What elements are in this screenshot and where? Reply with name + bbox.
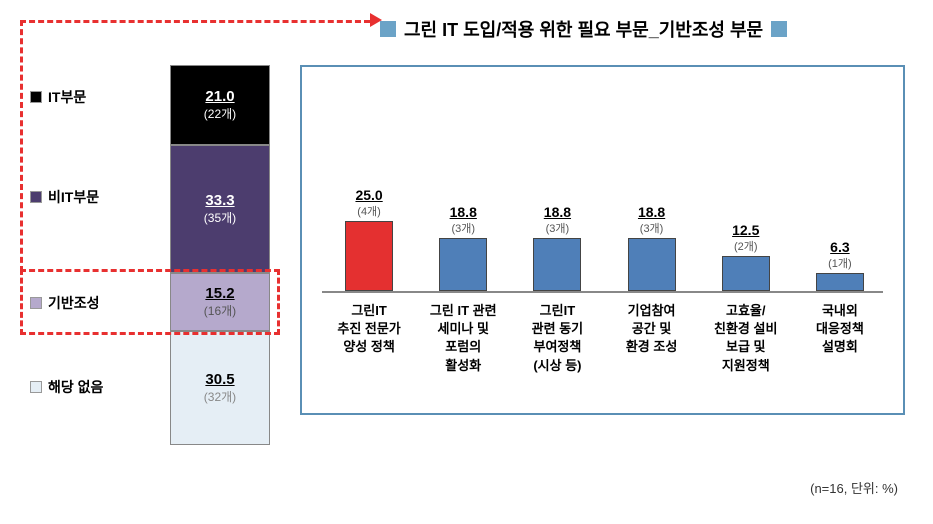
bar-count: (2개) (699, 238, 793, 254)
chart-title-row: 그린 IT 도입/적용 위한 필요 부문_기반조성 부문 (380, 16, 787, 42)
bar-category-label: 국내외대응정책설명회 (793, 302, 887, 357)
bar-category-label: 그린IT관련 동기부여정책(시상 등) (510, 302, 604, 375)
bar-count: (3개) (510, 220, 604, 236)
callout-line-horizontal (20, 20, 370, 23)
bar-value-label: 12.5(2개) (699, 222, 793, 254)
title-square-left (380, 21, 396, 37)
bar-rect (439, 238, 487, 291)
bar-value: 18.8 (605, 204, 699, 220)
bar-value: 6.3 (793, 239, 887, 255)
bar-count: (3개) (416, 220, 510, 236)
bar-value-label: 18.8(3개) (416, 204, 510, 236)
callout-line-vertical (20, 20, 23, 272)
segment-value: 30.5 (205, 371, 234, 388)
bar-count: (3개) (605, 220, 699, 236)
bar-value: 18.8 (416, 204, 510, 220)
bar-group: 25.0(4개) 그린IT추진 전문가양성 정책 (322, 87, 416, 393)
bar-group: 12.5(2개) 고효율/친환경 설비보급 및지원정책 (699, 87, 793, 393)
bar-value-label: 18.8(3개) (605, 204, 699, 236)
segment-count: (35개) (204, 209, 236, 226)
stacked-segment: 21.0(22개) (170, 65, 270, 145)
stacked-segment: 30.5(32개) (170, 331, 270, 445)
bar-rect (628, 238, 676, 291)
stacked-segment: 33.3(35개) (170, 145, 270, 273)
bar-chart-panel: 25.0(4개)그린IT추진 전문가양성 정책18.8(3개)그린 IT 관련세… (300, 65, 905, 415)
segment-value: 21.0 (205, 88, 234, 105)
bar-value-label: 18.8(3개) (510, 204, 604, 236)
legend-item: IT부문 (30, 87, 86, 107)
legend-label: 비IT부문 (48, 187, 99, 207)
bar-category-label: 그린IT추진 전문가양성 정책 (322, 302, 416, 357)
bar-group: 18.8(3개) 기업참여공간 및환경 조성 (605, 87, 699, 393)
bar-group: 18.8(3개) 그린 IT 관련세미나 및포럼의활성화 (416, 87, 510, 393)
bar-count: (4개) (322, 203, 416, 219)
highlight-dashed-rect (20, 269, 280, 335)
bar-value: 25.0 (322, 187, 416, 203)
legend-swatch (30, 381, 42, 393)
legend-label: IT부문 (48, 87, 86, 107)
chart-title: 그린 IT 도입/적용 위한 필요 부문_기반조성 부문 (404, 16, 763, 42)
legend-item: 해당 없음 (30, 377, 103, 397)
bar-value: 12.5 (699, 222, 793, 238)
legend-label: 해당 없음 (48, 377, 103, 397)
bar-value-label: 6.3(1개) (793, 239, 887, 271)
stacked-bar-area: IT부문비IT부문기반조성해당 없음 21.0(22개)33.3(35개)15.… (30, 65, 285, 445)
bar-rect (722, 256, 770, 291)
title-square-right (771, 21, 787, 37)
segment-value: 33.3 (205, 192, 234, 209)
bar-value: 18.8 (510, 204, 604, 220)
bar-group: 18.8(3개) 그린IT관련 동기부여정책(시상 등) (510, 87, 604, 393)
segment-count: (32개) (204, 388, 236, 405)
stacked-bar: 21.0(22개)33.3(35개)15.2(16개)30.5(32개) (170, 65, 270, 445)
bar-rect (345, 221, 393, 291)
legend-item: 비IT부문 (30, 187, 99, 207)
footnote: (n=16, 단위: %) (810, 478, 898, 497)
bar-category-label: 기업참여공간 및환경 조성 (605, 302, 699, 357)
bar-group: 6.3(1개) 국내외대응정책설명회 (793, 87, 887, 393)
bar-value-label: 25.0(4개) (322, 187, 416, 219)
bar-plot-area: 25.0(4개)그린IT추진 전문가양성 정책18.8(3개)그린 IT 관련세… (322, 87, 883, 393)
bar-category-label: 고효율/친환경 설비보급 및지원정책 (699, 302, 793, 375)
legend-swatch (30, 91, 42, 103)
callout-arrow-icon (370, 13, 382, 27)
bar-rect (533, 238, 581, 291)
bar-category-label: 그린 IT 관련세미나 및포럼의활성화 (416, 302, 510, 375)
bar-rect (816, 273, 864, 291)
legend-swatch (30, 191, 42, 203)
bar-count: (1개) (793, 255, 887, 271)
segment-count: (22개) (204, 105, 236, 122)
